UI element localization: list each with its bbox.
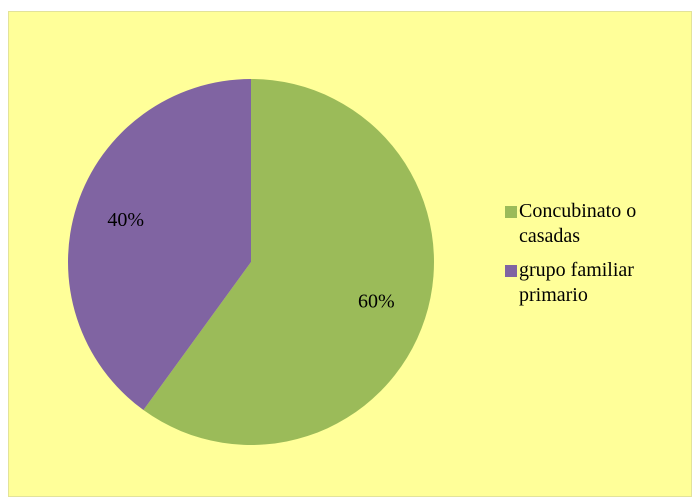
legend: Concubinato o casadas grupo familiar pri… [505, 199, 685, 317]
legend-item-concubinato: Concubinato o casadas [505, 199, 685, 249]
legend-label-grupo-familiar: grupo familiar primario [519, 259, 634, 306]
pie-chart: 60% 40% [68, 79, 435, 446]
pie-slice-grupo-familiar [68, 79, 251, 411]
chart-area: 60% 40% Concubinato o casadas grupo famil… [8, 11, 692, 497]
data-label-concubinato: 60% [358, 290, 395, 312]
data-label-grupo-familiar: 40% [107, 209, 144, 231]
legend-swatch-grupo-familiar [505, 265, 517, 277]
pie-slice-concubinato [143, 79, 435, 446]
legend-item-grupo-familiar: grupo familiar primario [505, 258, 685, 308]
legend-label-concubinato: Concubinato o casadas [519, 200, 637, 247]
legend-swatch-concubinato [505, 206, 517, 218]
